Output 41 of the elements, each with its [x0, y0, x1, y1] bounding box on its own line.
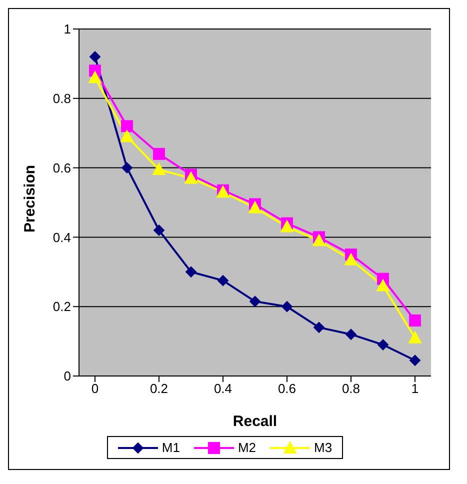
point	[248, 201, 262, 214]
x-axis-title: Recall	[232, 413, 278, 430]
y-tick-label: 0.4	[52, 230, 71, 245]
x-tick-label: 0.2	[150, 381, 168, 396]
x-tick-label: 0.6	[278, 381, 296, 396]
point	[152, 163, 166, 176]
point	[378, 339, 388, 350]
y-tick-label: 0.8	[52, 91, 71, 106]
x-tick-label: 0.4	[214, 381, 232, 396]
point	[153, 148, 165, 160]
point	[186, 266, 196, 278]
point	[312, 234, 326, 246]
point	[122, 162, 132, 174]
y-axis-title: Precision	[21, 164, 38, 232]
x-tick-label: 0	[91, 381, 99, 396]
y-tick-label: 1	[64, 22, 71, 37]
point	[121, 120, 133, 132]
point	[154, 224, 164, 236]
y-tick-label: 0.2	[52, 299, 71, 314]
point	[218, 275, 228, 286]
point	[314, 322, 324, 333]
point	[409, 314, 421, 326]
point	[120, 130, 134, 142]
point	[344, 253, 358, 266]
legend-label: M1	[162, 440, 180, 455]
point	[410, 354, 420, 366]
legend-label: M3	[314, 440, 332, 455]
point	[280, 220, 294, 232]
point	[376, 279, 390, 292]
point	[346, 328, 356, 340]
point	[250, 296, 260, 307]
y-tick-label: 0.6	[52, 160, 71, 176]
point	[90, 51, 100, 62]
x-tick-label: 0.8	[342, 381, 360, 396]
point	[88, 71, 102, 84]
legend-label: M2	[238, 440, 256, 455]
point	[282, 301, 292, 312]
point	[184, 172, 198, 184]
x-tick-label: 1	[411, 381, 419, 396]
point	[408, 331, 422, 344]
y-tick-label: 0	[64, 368, 71, 384]
